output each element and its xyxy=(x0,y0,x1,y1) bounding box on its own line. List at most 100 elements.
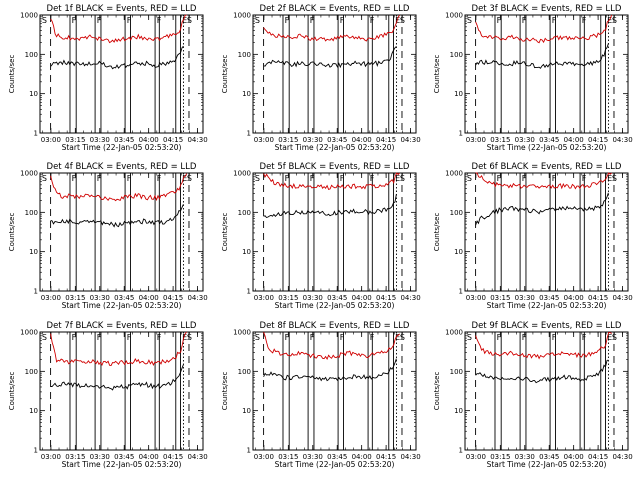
y-tick-label: 1000 xyxy=(20,329,38,337)
x-axis-label: Start Time (22-Jan-05 02:53:20) xyxy=(62,301,182,310)
x-tick-label: 03:30 xyxy=(90,294,110,302)
flag-label: F xyxy=(340,16,345,25)
flag-label: S xyxy=(467,333,472,342)
x-tick-label: 04:30 xyxy=(187,294,207,302)
flag-label: S xyxy=(42,16,47,25)
axes-frame xyxy=(464,331,629,451)
flag-label: F xyxy=(497,174,502,183)
flag-label: S xyxy=(42,174,47,183)
x-tick-label: 03:45 xyxy=(539,453,559,461)
x-tick-label: 03:30 xyxy=(515,136,535,144)
flag-label: E xyxy=(395,174,400,183)
flag-label: F xyxy=(127,333,132,342)
x-tick-label: 03:45 xyxy=(539,294,559,302)
y-tick-label: 1000 xyxy=(233,170,251,178)
series-line-lld xyxy=(475,172,612,190)
x-tick-label: 03:45 xyxy=(327,453,347,461)
flag-label: F xyxy=(310,333,315,342)
y-tick-label: 1000 xyxy=(445,170,463,178)
flag-label: F xyxy=(552,174,557,183)
flag-label: F xyxy=(97,174,102,183)
flag-label: F xyxy=(522,333,527,342)
series-line-lld xyxy=(50,331,188,367)
x-tick-label: 03:00 xyxy=(254,453,274,461)
y-tick-label: 10 xyxy=(242,248,251,256)
x-axis-label: Start Time (22-Jan-05 02:53:20) xyxy=(487,460,607,469)
flag-label: F xyxy=(285,174,290,183)
flag-label: F xyxy=(72,333,77,342)
series-line-events xyxy=(263,46,397,69)
x-tick-label: 04:30 xyxy=(612,294,632,302)
x-tick-label: 04:00 xyxy=(352,453,372,461)
y-tick-label: 1 xyxy=(459,447,463,455)
flag-label: S xyxy=(612,16,617,25)
y-axis-label: Counts/sec xyxy=(8,372,16,411)
flag-label: F xyxy=(522,16,527,25)
x-tick-label: 04:00 xyxy=(139,453,159,461)
flag-label: S xyxy=(187,16,192,25)
series-line-events xyxy=(50,204,184,228)
y-axis-label: Counts/sec xyxy=(221,55,229,94)
x-tick-label: 04:15 xyxy=(376,294,396,302)
series-line-events xyxy=(50,364,184,391)
y-tick-label: 10 xyxy=(454,90,463,98)
flag-label: E xyxy=(182,16,187,25)
plot-title: Det 9f BLACK = Events, RED = LLD xyxy=(472,321,622,331)
x-tick-label: 03:30 xyxy=(303,136,323,144)
x-tick-label: 03:45 xyxy=(327,294,347,302)
series-line-lld xyxy=(475,332,612,360)
x-axis-label: Start Time (22-Jan-05 02:53:20) xyxy=(275,460,395,469)
x-tick-label: 03:15 xyxy=(490,136,510,144)
flag-label: F xyxy=(157,333,162,342)
x-tick-label: 04:30 xyxy=(400,136,420,144)
plot-title: Det 1f BLACK = Events, RED = LLD xyxy=(47,4,197,14)
plot-panel-8: Det 8f BLACK = Events, RED = LLD 1 10 100 10… xyxy=(221,321,421,469)
plot-title: Det 2f BLACK = Events, RED = LLD xyxy=(260,4,410,14)
flag-label: F xyxy=(552,333,557,342)
y-tick-label: 10 xyxy=(242,407,251,415)
x-tick-label: 03:15 xyxy=(65,136,85,144)
flag-label: S xyxy=(612,174,617,183)
x-tick-label: 03:00 xyxy=(254,136,274,144)
x-tick-label: 04:15 xyxy=(376,453,396,461)
flag-label: S xyxy=(187,174,192,183)
x-tick-label: 04:00 xyxy=(564,453,584,461)
x-axis-label: Start Time (22-Jan-05 02:53:20) xyxy=(62,143,182,152)
series-line-lld xyxy=(475,14,613,44)
y-tick-label: 100 xyxy=(25,51,38,59)
y-tick-label: 1000 xyxy=(233,12,251,20)
flag-label: F xyxy=(340,333,345,342)
y-tick-label: 1 xyxy=(247,288,251,296)
x-tick-label: 04:15 xyxy=(588,294,608,302)
flag-label: F xyxy=(285,16,290,25)
flag-label: F xyxy=(97,333,102,342)
x-tick-label: 03:15 xyxy=(278,294,298,302)
x-tick-label: 03:15 xyxy=(65,453,85,461)
x-tick-label: 03:30 xyxy=(90,136,110,144)
flag-label: F xyxy=(582,16,587,25)
x-tick-label: 03:00 xyxy=(466,136,486,144)
x-tick-label: 03:45 xyxy=(114,136,134,144)
plot-title: Det 4f BLACK = Events, RED = LLD xyxy=(47,162,197,172)
flag-label: S xyxy=(467,16,472,25)
flag-label: E xyxy=(607,16,612,25)
x-tick-label: 04:15 xyxy=(588,453,608,461)
flag-label: S xyxy=(612,333,617,342)
series-line-lld xyxy=(263,172,401,190)
series-line-events xyxy=(475,192,609,226)
x-tick-label: 03:00 xyxy=(466,453,486,461)
series-line-events xyxy=(263,358,397,382)
x-tick-label: 03:30 xyxy=(515,294,535,302)
flag-label: F xyxy=(340,174,345,183)
x-tick-label: 04:30 xyxy=(400,453,420,461)
x-tick-label: 03:15 xyxy=(490,453,510,461)
series-line-events xyxy=(263,193,397,219)
flag-label: F xyxy=(497,333,502,342)
x-tick-label: 04:15 xyxy=(376,136,396,144)
x-tick-label: 04:15 xyxy=(588,136,608,144)
y-tick-label: 10 xyxy=(454,407,463,415)
x-tick-label: 03:15 xyxy=(65,294,85,302)
x-axis-label: Start Time (22-Jan-05 02:53:20) xyxy=(487,143,607,152)
x-tick-label: 04:00 xyxy=(139,294,159,302)
